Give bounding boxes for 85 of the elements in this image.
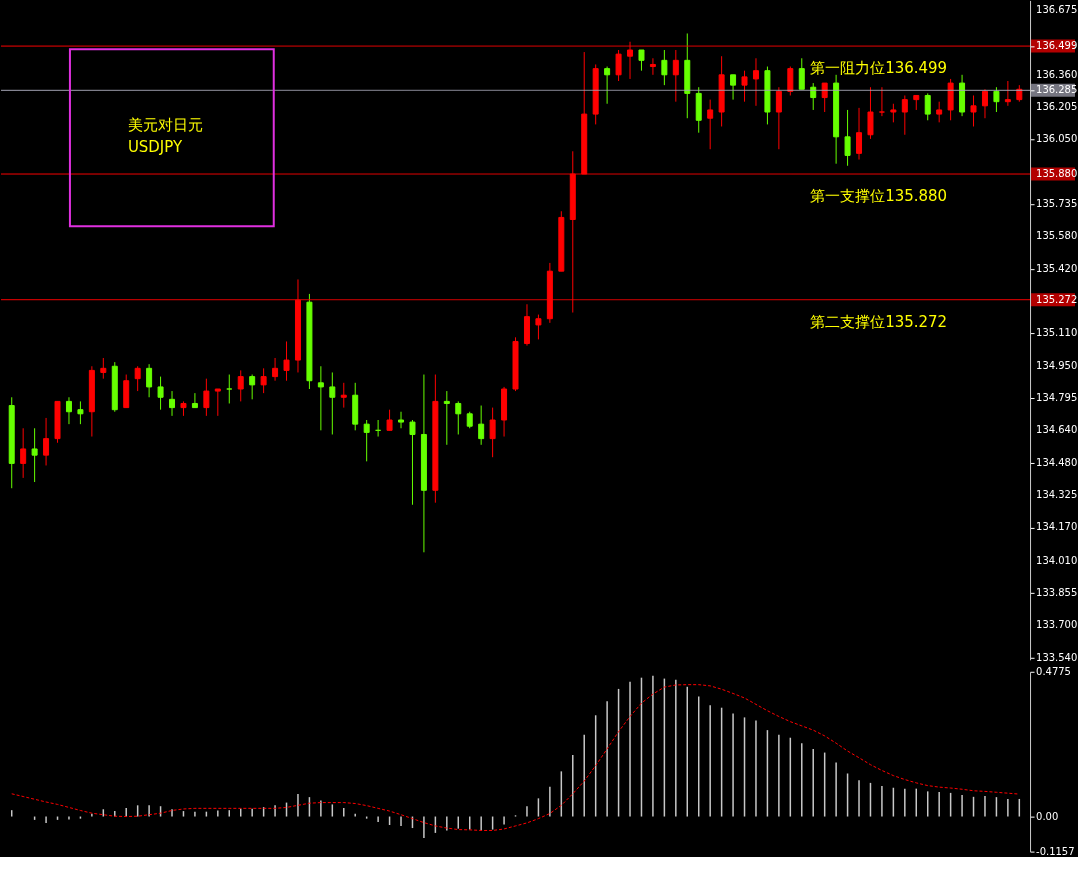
- y-tick-label: 135.110: [1036, 327, 1078, 339]
- candlestick: [661, 49, 668, 86]
- candlestick: [901, 94, 908, 136]
- candlestick: [787, 66, 794, 96]
- candlestick: [317, 365, 324, 431]
- y-tick-label: 134.640: [1036, 424, 1078, 436]
- annotation: USDJPY: [127, 138, 183, 157]
- candlestick: [604, 66, 611, 105]
- candlestick: [340, 382, 347, 409]
- y-tick-label: -0.1157: [1036, 845, 1075, 857]
- candlestick: [398, 411, 405, 429]
- candlestick: [77, 400, 84, 425]
- y-tick-label: 0.4775: [1036, 665, 1071, 677]
- candlestick: [810, 82, 817, 111]
- ref-line-label: 第一支撑位135.880: [810, 187, 948, 205]
- candlestick: [535, 314, 542, 340]
- line-series: [11, 684, 1020, 831]
- y-tick-label: 134.795: [1036, 392, 1078, 404]
- y-tick-label: 134.170: [1036, 521, 1078, 533]
- candlestick: [363, 419, 370, 462]
- candlestick: [31, 427, 38, 483]
- candlestick: [157, 376, 164, 411]
- candlestick: [856, 107, 863, 161]
- candlestick: [134, 365, 141, 392]
- candlestick: [20, 427, 27, 479]
- candlestick: [1004, 80, 1011, 107]
- candlestick: [844, 109, 851, 167]
- y-tick-label: 134.010: [1036, 554, 1078, 566]
- candlestick: [100, 357, 107, 380]
- y-tick-label: 135.580: [1036, 230, 1078, 242]
- candlestick: [924, 92, 931, 121]
- candlestick: [409, 419, 416, 506]
- candlestick: [249, 374, 256, 400]
- y-tick-label: 133.855: [1036, 586, 1078, 598]
- y-tick-label: 136.675: [1036, 3, 1078, 15]
- annotation: 美元对日元: [127, 116, 203, 135]
- candlestick: [638, 49, 645, 72]
- candlestick: [649, 57, 656, 76]
- candlestick: [43, 417, 50, 466]
- candlestick: [798, 57, 805, 90]
- y-tick-label: 133.700: [1036, 618, 1078, 630]
- candlestick: [730, 74, 737, 101]
- candlestick: [970, 94, 977, 127]
- candlestick: [272, 357, 279, 382]
- candlestick: [878, 86, 885, 117]
- y-tick-label: 134.480: [1036, 457, 1078, 469]
- y-tick-label: 135.735: [1036, 198, 1078, 209]
- candlestick: [237, 369, 244, 402]
- candlestick: [867, 86, 874, 140]
- candlestick: [981, 88, 988, 119]
- candlestick: [386, 409, 393, 431]
- y-tick-label: 135.420: [1036, 263, 1078, 275]
- candlestick: [169, 390, 176, 417]
- candlestick: [283, 340, 290, 382]
- candlestick: [489, 407, 496, 458]
- candlestick: [478, 405, 485, 446]
- y-tick-label: 136.205: [1036, 100, 1078, 112]
- candlestick: [226, 374, 233, 404]
- y-tick-label: 0.00: [1036, 810, 1059, 822]
- candlestick: [993, 86, 1000, 113]
- y-tick-label: 136.360: [1036, 68, 1078, 80]
- candlestick: [752, 57, 759, 107]
- candlestick: [455, 400, 462, 435]
- candlestick: [443, 390, 450, 446]
- candlestick: [329, 371, 336, 435]
- candlestick: [741, 70, 748, 103]
- candlestick: [260, 367, 267, 394]
- candlestick: [65, 396, 72, 425]
- candlestick: [214, 388, 221, 417]
- y-tick-label: 134.950: [1036, 360, 1078, 372]
- candlestick: [203, 378, 210, 417]
- y-tick-label: 133.540: [1036, 651, 1078, 663]
- candlestick: [191, 392, 198, 409]
- candlestick: [707, 99, 714, 150]
- ref-line-label: 第二支撑位135.272: [810, 312, 948, 331]
- candlestick: [821, 82, 828, 113]
- ref-line-label: 第一阻力位136.499: [810, 59, 948, 78]
- y-tick-label: 136.050: [1036, 132, 1078, 144]
- candlestick: [146, 363, 153, 398]
- y-tick-label: 134.325: [1036, 489, 1078, 501]
- candlestick: [672, 49, 679, 103]
- candlestick: [775, 86, 782, 150]
- candlestick: [936, 101, 943, 123]
- candlestick: [615, 49, 622, 82]
- candlestick: [890, 103, 897, 123]
